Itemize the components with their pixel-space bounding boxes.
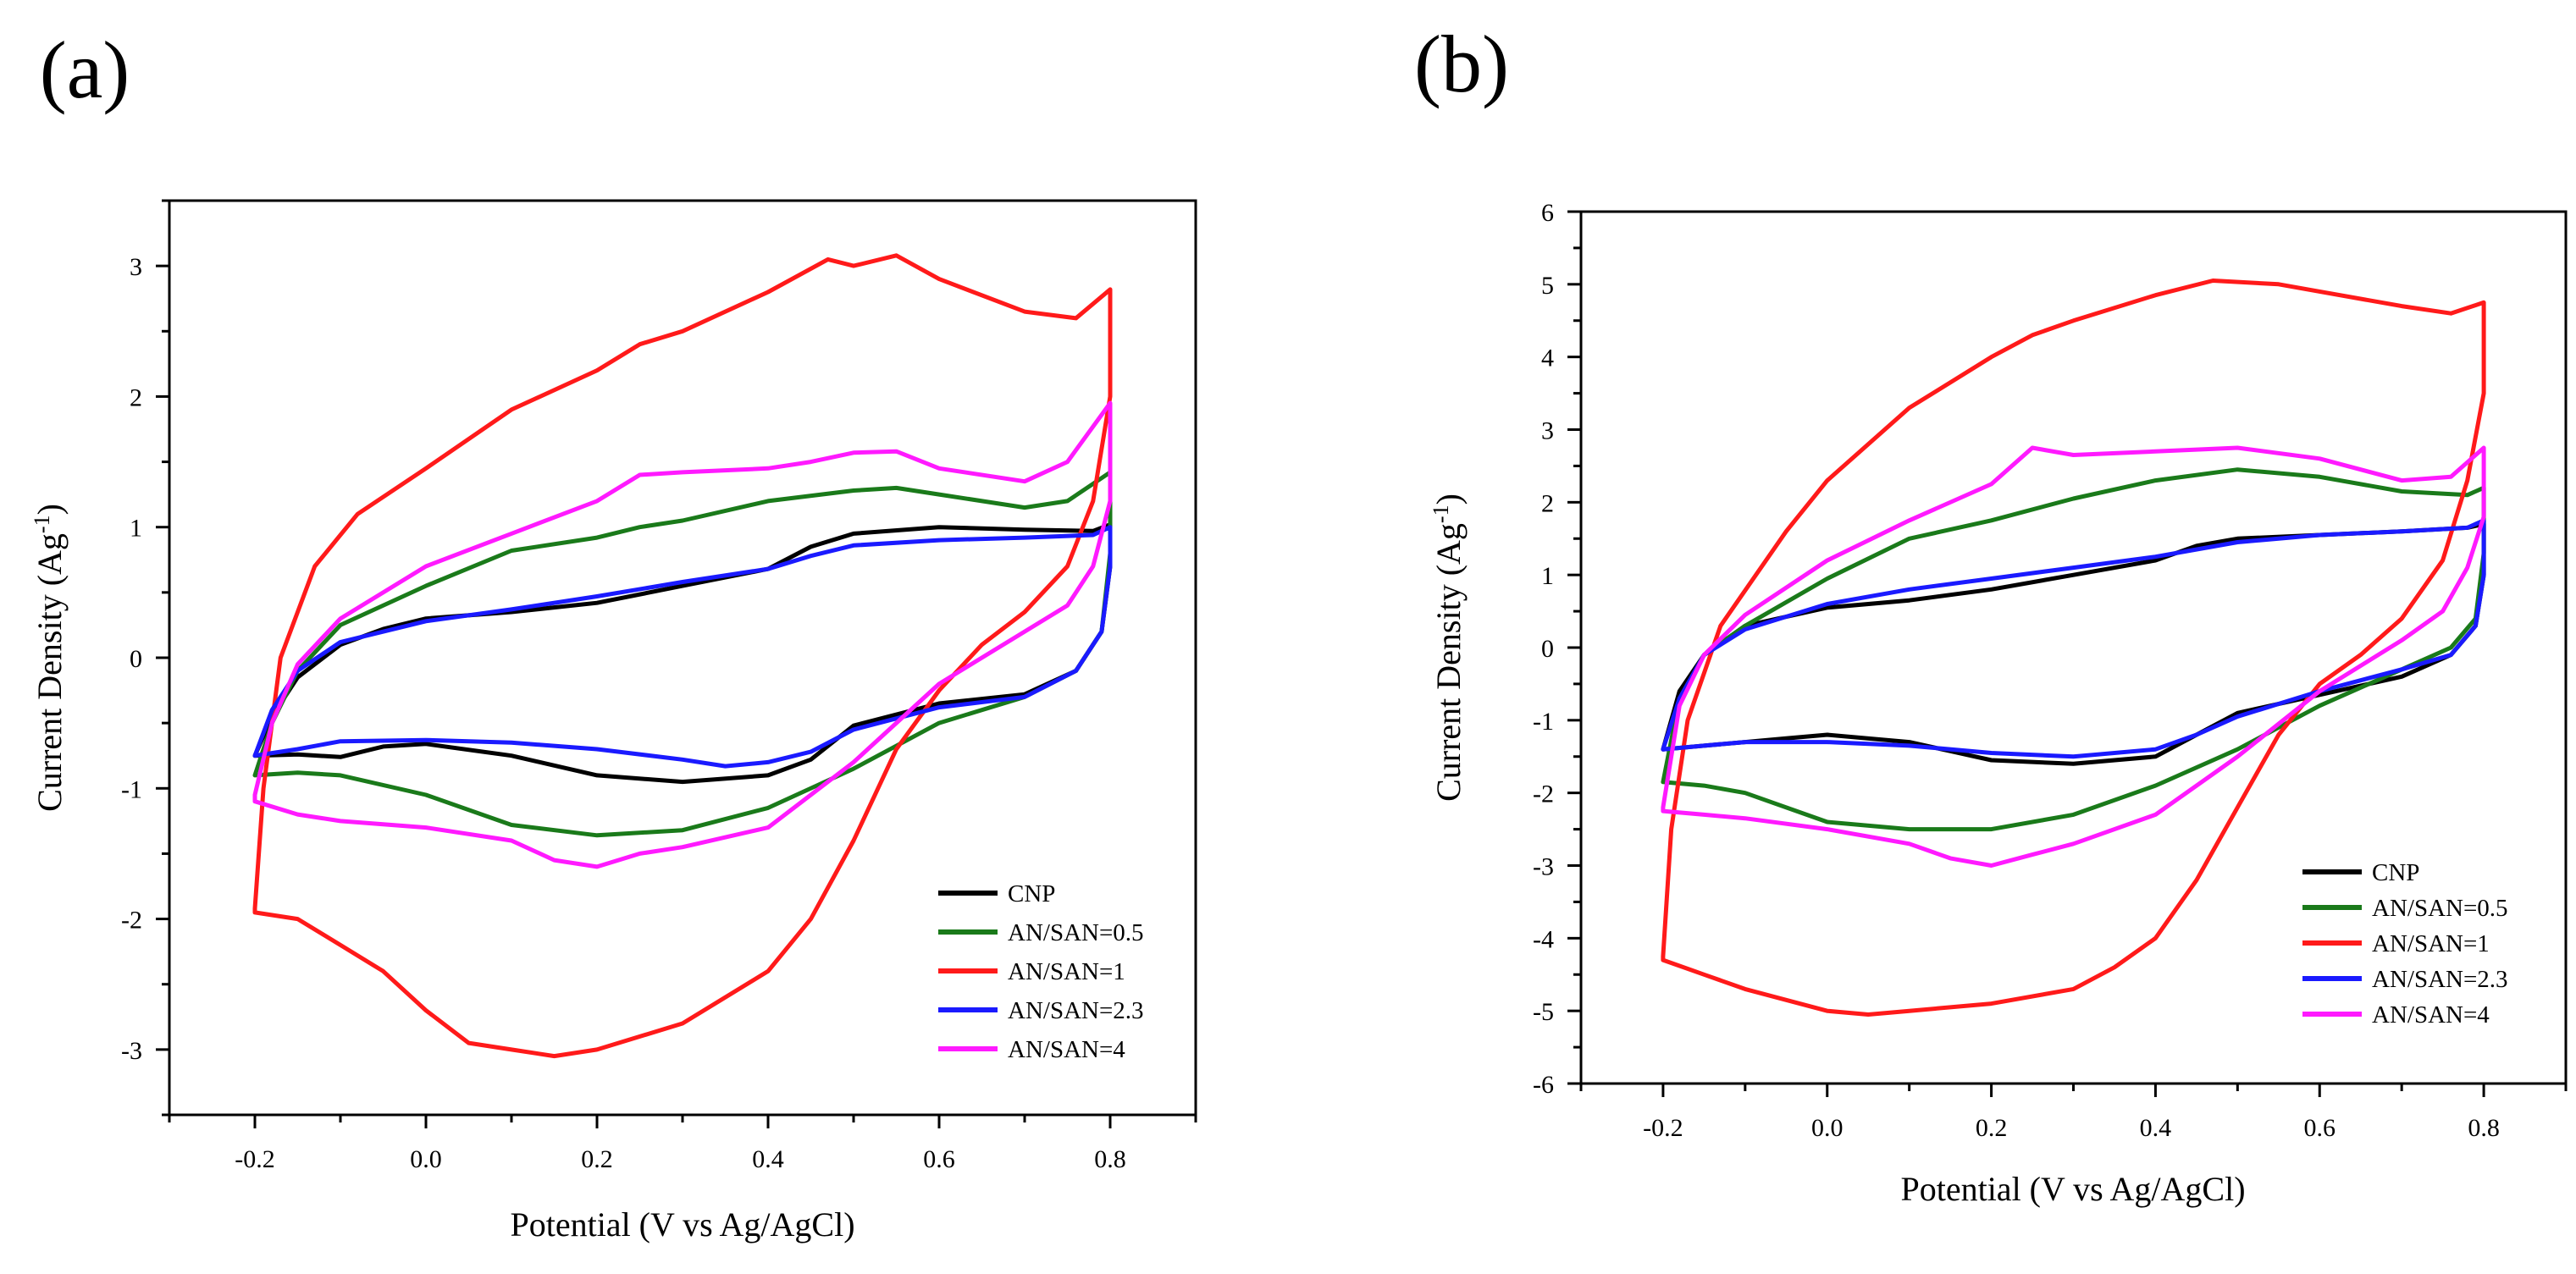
series-line-an-san-1 [1661, 279, 2486, 1017]
x-axis-title: Potential (V vs Ag/AgCl) [510, 1205, 854, 1244]
y-tick-label: 0 [130, 645, 142, 673]
x-tick-label: 0.0 [410, 1145, 442, 1173]
y-axis-title: Current Density (Ag-1) [30, 504, 69, 812]
x-tick-label: 0.2 [581, 1145, 613, 1173]
series-layer [252, 253, 1113, 1059]
y-tick-label: 3 [130, 253, 142, 281]
y-tick-label: 3 [1541, 417, 1554, 445]
x-tick-label: 0.2 [1976, 1114, 2008, 1142]
y-tick-label: 6 [1541, 199, 1554, 227]
legend-label: AN/SAN=0.5 [1008, 919, 1144, 946]
legend: CNP AN/SAN=0.5 AN/SAN=1 AN/SAN=2.3 AN/SAN=4 [938, 880, 1144, 1063]
y-tick-label: -2 [121, 907, 142, 935]
panel-label: (b) [1414, 19, 1509, 109]
x-tick-label: -0.2 [1643, 1114, 1683, 1142]
y-tick-label: 2 [130, 383, 142, 411]
legend-label: AN/SAN=2.3 [2372, 966, 2508, 993]
x-tick-label: 0.4 [752, 1145, 784, 1173]
series-line-an-san-1 [252, 253, 1113, 1059]
panel-label: (a) [40, 25, 130, 115]
series-line-an-san-2-3 [252, 525, 1113, 769]
series-line-an-san-0-5 [1661, 467, 2486, 832]
y-tick-label: 1 [1541, 562, 1554, 590]
legend-label: CNP [2372, 859, 2419, 886]
legend: CNP AN/SAN=0.5 AN/SAN=1 AN/SAN=2.3 AN/SAN=4 [2302, 859, 2508, 1029]
legend-label: CNP [1008, 880, 1055, 907]
x-tick-label: 0.6 [2304, 1114, 2336, 1142]
legend-label: AN/SAN=1 [2372, 930, 2490, 957]
y-tick-label: -3 [1533, 853, 1554, 881]
legend-label: AN/SAN=0.5 [2372, 895, 2508, 922]
x-tick-label: 0.6 [923, 1145, 955, 1173]
series-line-an-san-2-3 [1661, 518, 2486, 759]
legend-label: AN/SAN=1 [1008, 958, 1125, 985]
x-tick-label: -0.2 [235, 1145, 275, 1173]
y-tick-label: -5 [1533, 998, 1554, 1026]
x-tick-label: 0.0 [1811, 1114, 1844, 1142]
y-tick-label: -4 [1533, 925, 1554, 953]
y-tick-label: 1 [130, 515, 142, 543]
y-tick-label: -1 [1533, 708, 1554, 736]
y-tick-label: -6 [1533, 1071, 1554, 1099]
legend-label: AN/SAN=4 [1008, 1036, 1125, 1063]
y-tick-label: 2 [1541, 489, 1554, 517]
series-line-cnp [1661, 521, 2486, 766]
panel-a: (a) -0.2 0.0 0.2 0.4 0.6 0.8 -3 -2 -1 0 1 2 3 Potentia… [30, 25, 1197, 1244]
legend-label: AN/SAN=2.3 [1008, 997, 1144, 1024]
x-tick-label: 0.4 [2140, 1114, 2172, 1142]
y-tick-label: -2 [1533, 780, 1554, 808]
legend-label: AN/SAN=4 [2372, 1001, 2490, 1029]
y-axis-title: Current Density (Ag-1) [1429, 494, 1468, 802]
series-line-an-san-4 [1661, 445, 2486, 868]
series-layer [1661, 279, 2486, 1017]
x-axis-title: Potential (V vs Ag/AgCl) [1900, 1170, 2245, 1208]
x-tick-label: 0.8 [1094, 1145, 1126, 1173]
series-line-an-san-0-5 [252, 470, 1113, 838]
y-tick-label: 0 [1541, 635, 1554, 663]
y-tick-label: -1 [121, 775, 142, 803]
x-tick-label: 0.8 [2468, 1114, 2500, 1142]
y-tick-label: 5 [1541, 272, 1554, 300]
panel-b: (b) -0.2 0.0 0.2 0.4 0.6 0.8 -6 -5 -4 -3 -2 -1 0 1 2 3 4 5… [1414, 19, 2568, 1208]
series-line-cnp [252, 522, 1113, 785]
series-line-an-san-4 [252, 400, 1113, 869]
y-tick-label: 4 [1541, 345, 1554, 372]
y-tick-label: -3 [121, 1037, 142, 1065]
